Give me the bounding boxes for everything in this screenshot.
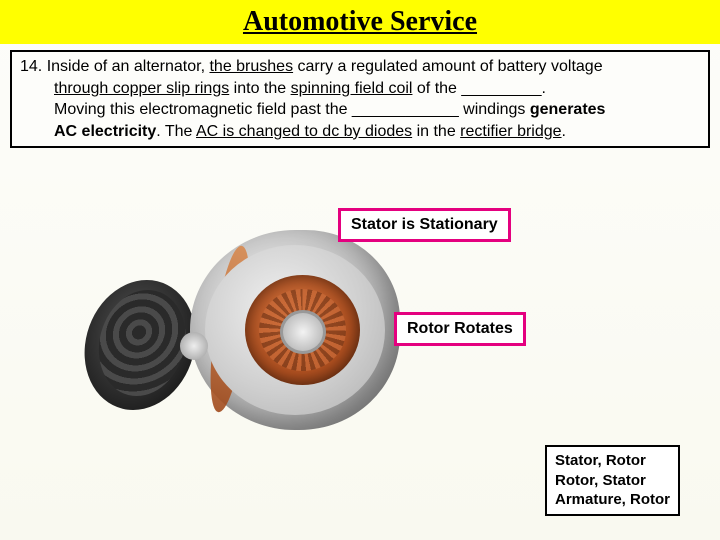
q-line2-d: of the _________. (412, 80, 545, 97)
q-line1-a: . Inside of an alternator, (38, 58, 210, 75)
question-number: 14 (20, 58, 38, 75)
callout-rotor: Rotor Rotates (394, 312, 526, 346)
answer-a: Stator, Rotor (555, 451, 670, 471)
q-line4-a: AC electricity (54, 123, 156, 140)
alt-pulley-nut (180, 332, 208, 360)
q-line4-e: rectifier bridge (460, 123, 561, 140)
q-line4-c: AC is changed to dc by diodes (196, 123, 412, 140)
q-line3-b: generates (530, 101, 606, 118)
q-line4-f: . (562, 123, 566, 140)
callout-stator-text: Stator is Stationary (351, 216, 498, 233)
answer-b: Rotor, Stator (555, 471, 670, 491)
q-line3-a: Moving this electromagnetic field past t… (54, 101, 530, 118)
q-line2-c: spinning field coil (291, 80, 413, 97)
callout-rotor-text: Rotor Rotates (407, 320, 513, 337)
q-line2-b: into the (229, 80, 290, 97)
q-line1-b: the brushes (209, 58, 293, 75)
answer-box: Stator, Rotor Rotor, Stator Armature, Ro… (545, 445, 680, 516)
q-line1-c: carry a regulated amount of battery volt… (293, 58, 603, 75)
callout-stator: Stator is Stationary (338, 208, 511, 242)
q-line4-d: in the (412, 123, 460, 140)
q-line2-a: through copper slip rings (54, 80, 229, 97)
q-line4-b: . The (156, 123, 196, 140)
question-box: 14. Inside of an alternator, the brushes… (10, 50, 710, 148)
answer-c: Armature, Rotor (555, 490, 670, 510)
alt-shaft-center (280, 310, 326, 354)
title-bar: Automotive Service (0, 0, 720, 44)
page-title: Automotive Service (243, 6, 477, 38)
